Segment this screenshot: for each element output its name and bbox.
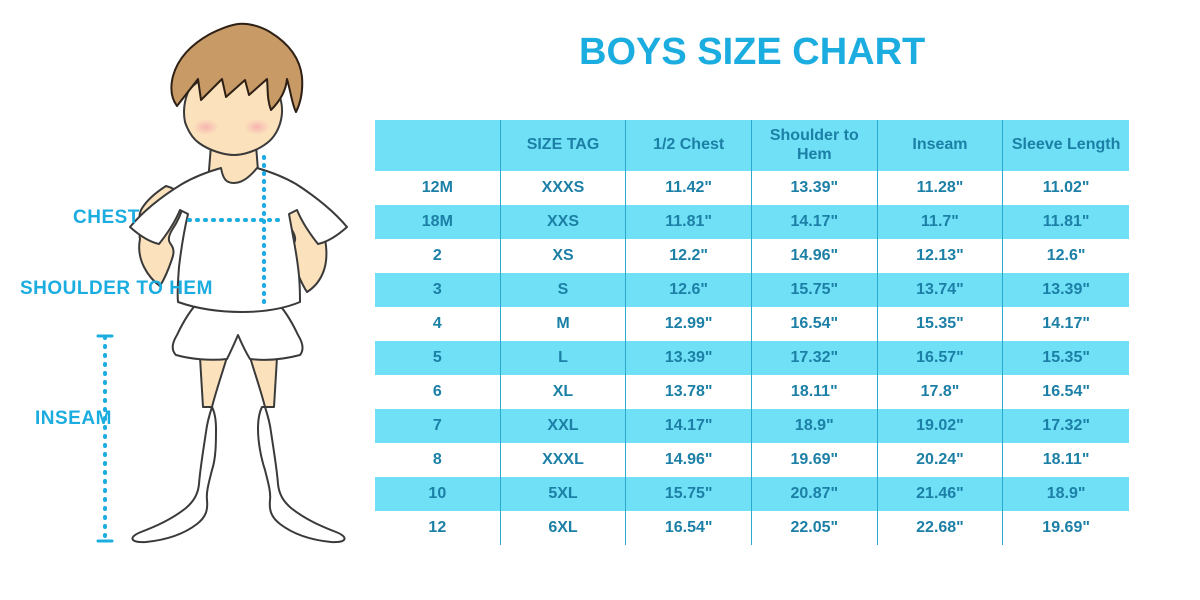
svg-text:INSEAM: INSEAM	[35, 408, 112, 429]
svg-text:CHEST: CHEST	[73, 207, 140, 228]
svg-text:SHOULDER TO HEM: SHOULDER TO HEM	[20, 278, 213, 299]
